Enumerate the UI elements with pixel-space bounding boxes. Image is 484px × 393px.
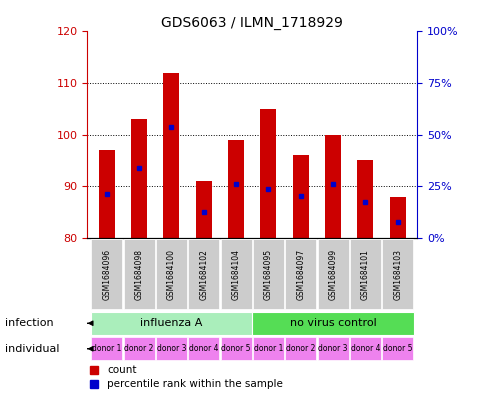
FancyBboxPatch shape	[220, 239, 251, 309]
Bar	[324, 134, 340, 238]
FancyBboxPatch shape	[91, 337, 122, 360]
FancyBboxPatch shape	[317, 239, 348, 309]
Text: GSM1684096: GSM1684096	[102, 248, 111, 300]
FancyBboxPatch shape	[285, 239, 316, 309]
Text: GSM1684102: GSM1684102	[199, 249, 208, 299]
Text: infection: infection	[5, 318, 53, 328]
FancyBboxPatch shape	[349, 337, 380, 360]
Text: count: count	[107, 365, 136, 375]
FancyBboxPatch shape	[381, 239, 412, 309]
Bar	[260, 109, 276, 238]
Text: donor 5: donor 5	[382, 344, 411, 353]
Bar	[389, 196, 405, 238]
Text: donor 4: donor 4	[189, 344, 218, 353]
Text: GSM1684103: GSM1684103	[393, 249, 401, 299]
FancyBboxPatch shape	[123, 337, 154, 360]
FancyBboxPatch shape	[252, 312, 413, 335]
FancyBboxPatch shape	[91, 312, 252, 335]
Text: individual: individual	[5, 344, 59, 354]
Text: GSM1684099: GSM1684099	[328, 248, 337, 300]
Text: donor 2: donor 2	[286, 344, 315, 353]
Text: no virus control: no virus control	[289, 318, 376, 328]
Text: GSM1684100: GSM1684100	[166, 249, 176, 299]
Bar	[131, 119, 147, 238]
Bar	[357, 160, 373, 238]
Text: donor 1: donor 1	[92, 344, 121, 353]
FancyBboxPatch shape	[317, 337, 348, 360]
Bar	[195, 181, 212, 238]
FancyBboxPatch shape	[155, 337, 186, 360]
Text: GSM1684098: GSM1684098	[134, 249, 143, 299]
Text: percentile rank within the sample: percentile rank within the sample	[107, 378, 282, 389]
Text: donor 2: donor 2	[124, 344, 153, 353]
FancyBboxPatch shape	[188, 239, 219, 309]
FancyBboxPatch shape	[91, 239, 122, 309]
FancyBboxPatch shape	[123, 239, 154, 309]
FancyBboxPatch shape	[252, 239, 283, 309]
FancyBboxPatch shape	[285, 337, 316, 360]
FancyBboxPatch shape	[381, 337, 412, 360]
Text: influenza A: influenza A	[140, 318, 202, 328]
Text: GSM1684097: GSM1684097	[296, 248, 304, 300]
Bar	[163, 73, 179, 238]
FancyBboxPatch shape	[155, 239, 186, 309]
Text: GSM1684095: GSM1684095	[263, 248, 272, 300]
FancyBboxPatch shape	[220, 337, 251, 360]
Text: donor 5: donor 5	[221, 344, 250, 353]
Text: GSM1684101: GSM1684101	[360, 249, 369, 299]
Title: GDS6063 / ILMN_1718929: GDS6063 / ILMN_1718929	[161, 17, 342, 30]
Bar	[98, 150, 115, 238]
Text: donor 3: donor 3	[156, 344, 186, 353]
FancyBboxPatch shape	[252, 337, 283, 360]
FancyBboxPatch shape	[188, 337, 219, 360]
Text: donor 1: donor 1	[253, 344, 283, 353]
Text: donor 4: donor 4	[350, 344, 379, 353]
Bar	[292, 155, 308, 238]
Text: donor 3: donor 3	[318, 344, 347, 353]
Bar	[227, 140, 243, 238]
Text: GSM1684104: GSM1684104	[231, 249, 240, 299]
FancyBboxPatch shape	[349, 239, 380, 309]
